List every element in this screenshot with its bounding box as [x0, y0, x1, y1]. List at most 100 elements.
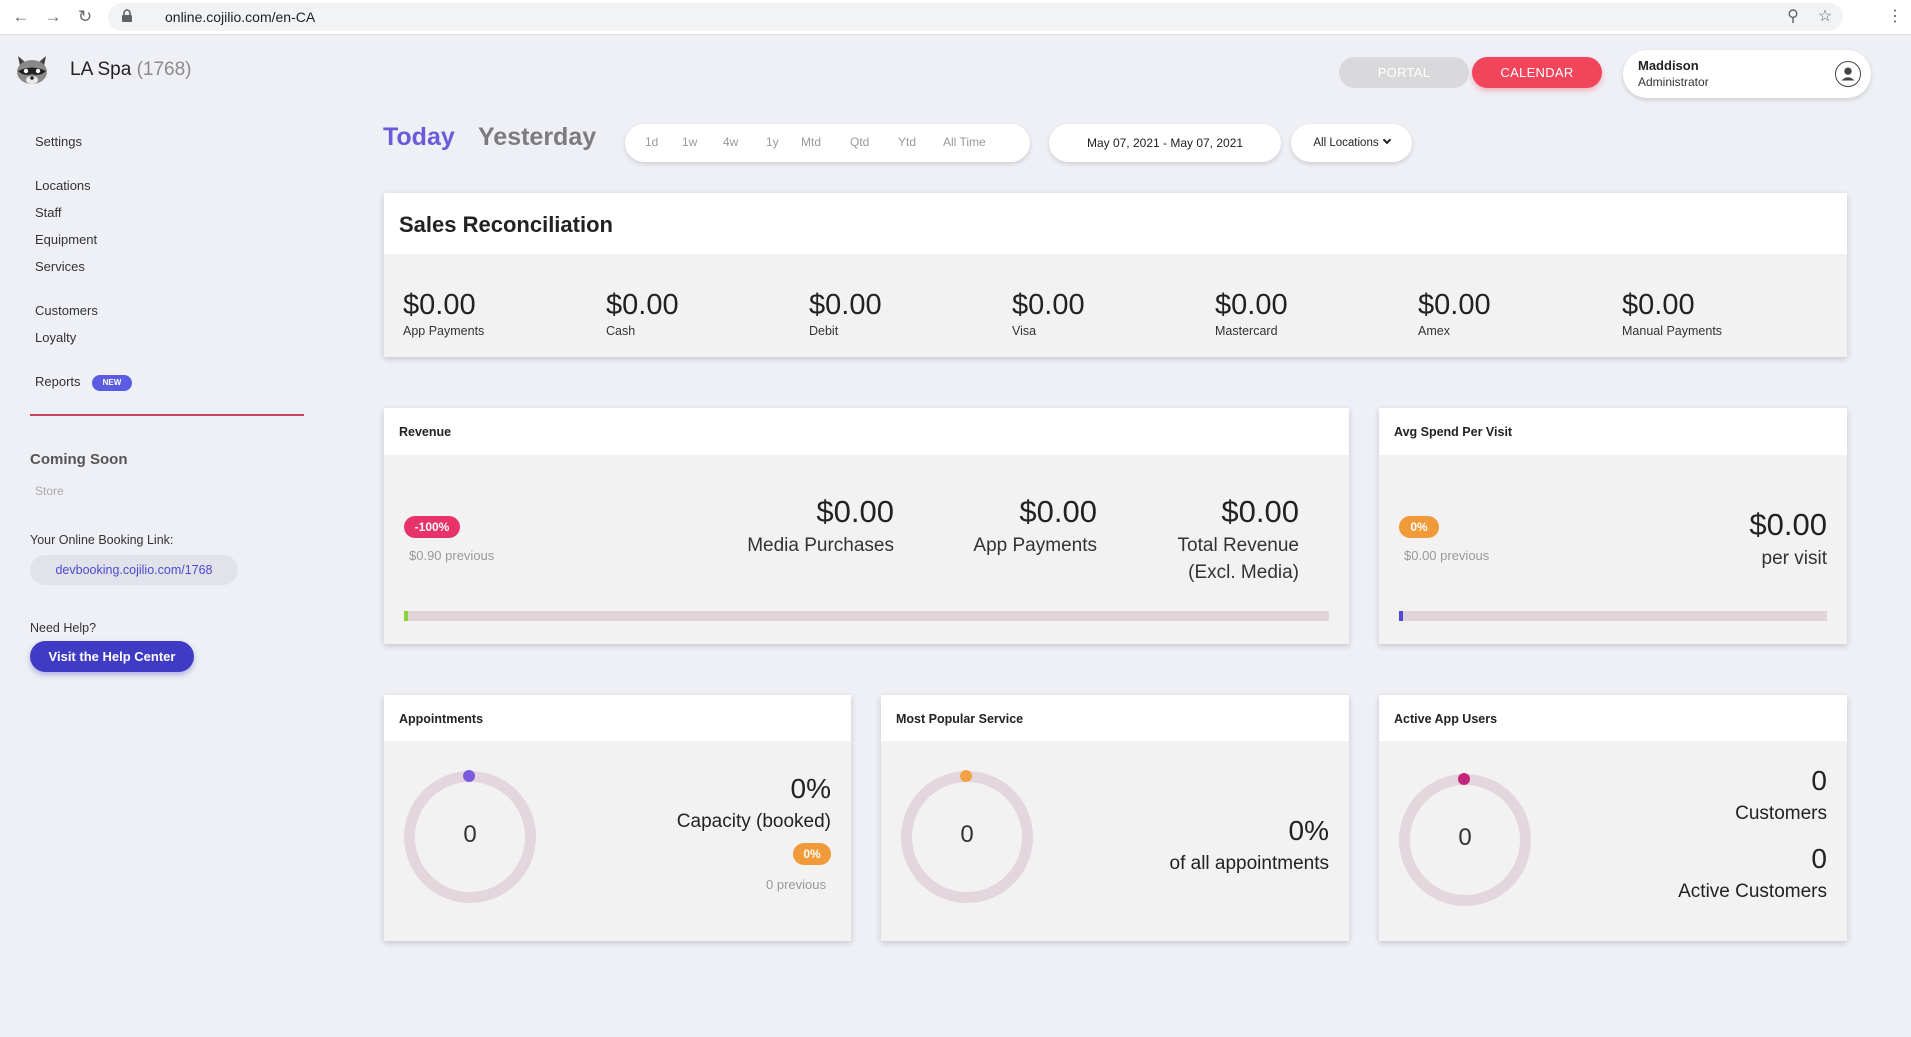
sidebar-item-equipment[interactable]: Equipment	[35, 232, 98, 247]
sidebar-item-services[interactable]: Services	[35, 259, 85, 274]
sidebar-item-store: Store	[35, 484, 64, 498]
card-body: $0.00 App Payments $0.00 Cash $0.00 Debi…	[384, 254, 1847, 357]
media-amount: $0.00	[816, 494, 894, 529]
raccoon-logo-icon	[17, 56, 47, 84]
previous-value: $0.90 previous	[409, 548, 495, 563]
sidebar-item-loyalty[interactable]: Loyalty	[35, 330, 77, 345]
range-qtd[interactable]: Qtd	[850, 135, 870, 149]
card-title: Avg Spend Per Visit	[1394, 425, 1513, 439]
url-text[interactable]: online.cojilio.com/en-CA	[165, 9, 316, 25]
change-badge: 0%	[1399, 516, 1439, 538]
app-users-card: Active App Users 0 0 Customers 0 Active …	[1379, 695, 1847, 941]
ring-value: 0	[463, 821, 477, 848]
customers-value: 0	[1811, 765, 1827, 796]
sr-item: $0.00 Amex	[1418, 289, 1491, 338]
range-1y[interactable]: 1y	[766, 135, 779, 149]
portal-button[interactable]: PORTAL	[1339, 57, 1469, 88]
service-percent: 0%	[1288, 815, 1329, 846]
revenue-progress-fill	[404, 611, 408, 621]
total-revenue-label-line1: Total Revenue	[1177, 535, 1299, 556]
ring-value: 0	[1458, 824, 1472, 851]
capacity-percent: 0%	[790, 773, 831, 804]
booking-link-label: Your Online Booking Link:	[30, 533, 174, 547]
customers-label: Customers	[1735, 803, 1827, 824]
zoom-icon[interactable]: ⚲	[1787, 8, 1799, 25]
sr-amount: $0.00	[1418, 289, 1491, 321]
revenue-card: Revenue -100% $0.90 previous $0.00 Media…	[384, 408, 1349, 644]
range-selector: 1d 1w 4w 1y Mtd Qtd Ytd All Time	[625, 124, 1030, 162]
sr-amount: $0.00	[1215, 289, 1288, 321]
total-revenue-amount: $0.00	[1221, 494, 1299, 529]
tab-today[interactable]: Today	[383, 123, 455, 151]
new-badge: NEW	[92, 375, 132, 391]
user-avatar-icon[interactable]	[1835, 61, 1861, 87]
capacity-label: Capacity (booked)	[676, 811, 831, 832]
ring-marker	[1458, 773, 1470, 785]
ring-value: 0	[960, 821, 974, 848]
card-body: 0% $0.00 previous $0.00 per visit	[1379, 455, 1847, 644]
media-label: Media Purchases	[747, 535, 894, 556]
range-4w[interactable]: 4w	[723, 135, 739, 149]
date-range-picker[interactable]: May 07, 2021 - May 07, 2021	[1049, 124, 1281, 162]
avg-spend-progress-bar	[1399, 611, 1827, 621]
calendar-button[interactable]: CALENDAR	[1472, 57, 1602, 88]
card-title: Sales Reconciliation	[399, 212, 613, 237]
lock-icon	[122, 9, 132, 22]
sr-label: Amex	[1418, 324, 1450, 338]
sidebar-item-customers[interactable]: Customers	[35, 303, 98, 318]
total-revenue-label-line2: (Excl. Media)	[1188, 562, 1299, 583]
card-body: 0 0 Customers 0 Active Customers	[1379, 741, 1847, 941]
tab-yesterday[interactable]: Yesterday	[478, 123, 597, 151]
range-1w[interactable]: 1w	[682, 135, 698, 149]
location-select[interactable]: All Locations	[1291, 124, 1412, 162]
sr-amount: $0.00	[1012, 289, 1085, 321]
range-1d[interactable]: 1d	[645, 135, 659, 149]
sidebar-divider	[30, 414, 304, 416]
range-ytd[interactable]: Ytd	[898, 135, 917, 149]
booking-link[interactable]: devbooking.cojilio.com/1768	[30, 555, 238, 585]
chevron-down-icon	[1382, 135, 1391, 145]
total-revenue-label: Total Revenue (Excl. Media)	[1178, 532, 1299, 586]
help-center-button[interactable]: Visit the Help Center	[30, 641, 194, 672]
card-body: 0 0% Capacity (booked) 0% 0 previous	[384, 741, 851, 941]
avg-spend-progress-fill	[1399, 611, 1403, 621]
business-title: LA Spa	[70, 59, 132, 80]
star-icon[interactable]: ☆	[1817, 8, 1833, 25]
avg-spend-amount: $0.00	[1749, 507, 1827, 542]
sales-reconciliation-card: Sales Reconciliation $0.00 App Payments …	[384, 193, 1847, 357]
coming-soon-heading: Coming Soon	[30, 451, 128, 468]
user-menu[interactable]: Maddison Administrator	[1623, 50, 1871, 98]
change-badge: -100%	[404, 516, 460, 538]
previous-value: $0.00 previous	[1404, 548, 1490, 563]
browser-toolbar: ← → ↻ online.cojilio.com/en-CA ⚲ ☆ ⋮	[0, 0, 1911, 35]
revenue-progress-bar	[404, 611, 1329, 621]
reload-icon[interactable]: ↻	[77, 7, 93, 26]
card-title: Most Popular Service	[896, 712, 1024, 726]
app-payments-amount: $0.00	[1019, 494, 1097, 529]
sidebar-item-locations[interactable]: Locations	[35, 178, 91, 193]
card-body: -100% $0.90 previous $0.00 Media Purchas…	[384, 455, 1349, 644]
avg-spend-label: per visit	[1761, 548, 1827, 569]
card-header: Sales Reconciliation	[384, 193, 1847, 254]
card-body: 0 0% of all appointments	[881, 741, 1349, 941]
forward-icon[interactable]: →	[44, 7, 62, 26]
ring-marker	[960, 770, 972, 782]
avg-spend-card: Avg Spend Per Visit 0% $0.00 previous $0…	[1379, 408, 1847, 644]
sr-item: $0.00 App Payments	[403, 289, 484, 338]
range-mtd[interactable]: Mtd	[801, 135, 822, 149]
ring-marker	[463, 770, 475, 782]
location-select-label: All Locations	[1313, 137, 1379, 149]
sidebar-item-staff[interactable]: Staff	[35, 205, 62, 220]
sr-label: Visa	[1012, 324, 1037, 338]
business-name: LA Spa (1768)	[70, 59, 191, 81]
sr-item: $0.00 Mastercard	[1215, 289, 1288, 338]
range-all-time[interactable]: All Time	[943, 135, 986, 149]
appointments-card: Appointments 0 0% Capacity (booked) 0% 0…	[384, 695, 851, 941]
sidebar-item-reports[interactable]: Reports	[35, 374, 81, 389]
back-icon[interactable]: ←	[12, 7, 30, 26]
sidebar-item-settings[interactable]: Settings	[35, 134, 82, 149]
menu-icon[interactable]: ⋮	[1887, 8, 1903, 25]
service-label: of all appointments	[1169, 853, 1330, 874]
app-payments-label: App Payments	[973, 535, 1097, 556]
address-bar[interactable]	[108, 3, 1843, 31]
